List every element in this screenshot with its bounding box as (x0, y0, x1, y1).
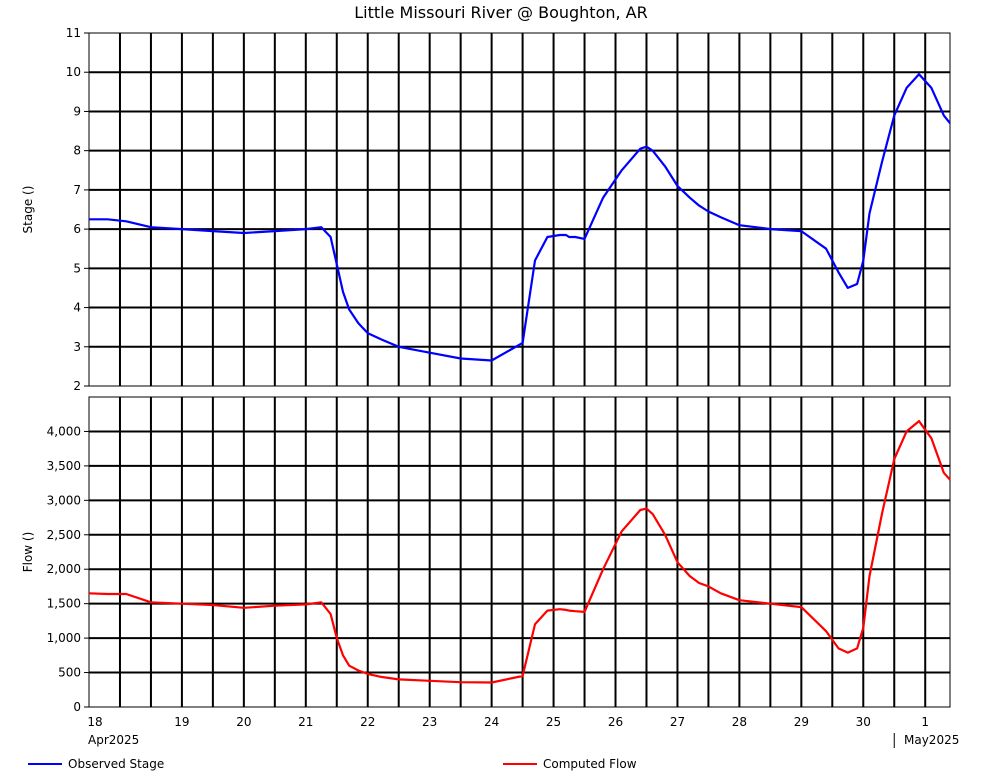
flow-ytick-label: 1,000 (47, 631, 81, 645)
stage-plot-frame (88, 32, 951, 387)
x-tick-label: 18 (87, 715, 102, 729)
flow-ytick-label: 2,000 (47, 562, 81, 576)
flow-ytick-label: 3,000 (47, 493, 81, 507)
series-line-computed-flow (88, 420, 951, 684)
stage-ytick-label: 9 (73, 104, 81, 118)
flow-ytick-label: 3,500 (47, 459, 81, 473)
month-label-april: Apr2025 (88, 733, 139, 747)
x-tick-label: 30 (856, 715, 871, 729)
x-tick-label: 29 (794, 715, 809, 729)
x-tick-label: 23 (422, 715, 437, 729)
x-tick-label: 28 (732, 715, 747, 729)
x-tick-label: 24 (484, 715, 499, 729)
x-tick-label: 26 (608, 715, 623, 729)
stage-panel: 2 3 4 5 6 7 8 9 10 11 Stage () (21, 26, 951, 393)
stage-axis-label: Stage () (21, 186, 35, 234)
legend-label-observed-stage: Observed Stage (68, 757, 164, 771)
x-tick-label: 21 (298, 715, 313, 729)
x-axis: 18 19 20 21 22 23 24 25 26 27 28 29 30 1 Apr2025 May202… (87, 715, 959, 748)
stage-ytick-label: 8 (73, 144, 81, 158)
stage-ytick-label: 7 (73, 183, 81, 197)
stage-ytick-label: 5 (73, 261, 81, 275)
flow-ytick-label: 1,500 (47, 597, 81, 611)
flow-ytick-label: 0 (73, 700, 81, 714)
series-line-observed-stage (89, 73, 951, 362)
flow-panel: 0 500 1,000 1,500 2,000 2,500 3,000 3,500 4,000 F… (21, 396, 951, 714)
flow-ytick-label: 2,500 (47, 528, 81, 542)
flow-ytick-label: 500 (58, 666, 81, 680)
legend-label-computed-flow: Computed Flow (543, 757, 637, 771)
x-tick-label: 25 (546, 715, 561, 729)
stage-ytick-label: 3 (73, 340, 81, 354)
month-label-may: May2025 (904, 733, 959, 747)
stage-ytick-label: 6 (73, 222, 81, 236)
stage-ytick-label: 4 (73, 301, 81, 315)
x-tick-label: 20 (236, 715, 251, 729)
x-tick-label: 1 (921, 715, 929, 729)
flow-plot-frame (88, 396, 951, 708)
flow-ytick-label: 4,000 (47, 424, 81, 438)
chart-title: Little Missouri River @ Boughton, AR (354, 3, 648, 22)
x-tick-label: 22 (360, 715, 375, 729)
stage-ytick-label: 10 (66, 65, 81, 79)
flow-axis-label: Flow () (21, 532, 35, 573)
x-tick-label: 27 (670, 715, 685, 729)
stage-ytick-label: 2 (73, 379, 81, 393)
x-tick-label: 19 (174, 715, 189, 729)
legend: Observed Stage Computed Flow (28, 757, 637, 771)
stage-ytick-label: 11 (66, 26, 81, 40)
